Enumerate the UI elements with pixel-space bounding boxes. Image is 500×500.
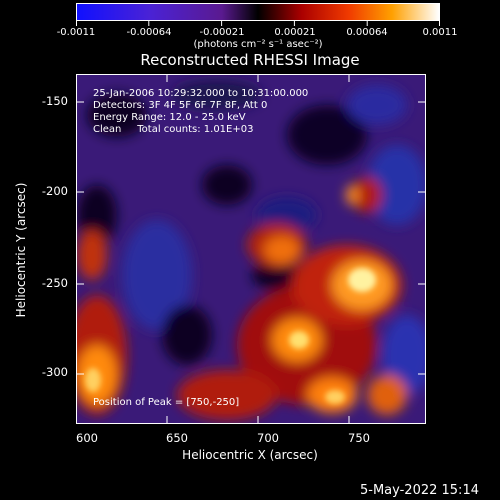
colorbar-unit: (photons cm⁻² s⁻¹ asec⁻²) [193,39,323,50]
overlay-time-range: 25-Jan-2006 10:29:32.000 to 10:31:00.000 [93,88,309,99]
y-tick-label: -300 [41,365,68,379]
overlay-energy-range: Energy Range: 12.0 - 25.0 keV [93,112,246,123]
x-tick-label: 600 [76,431,98,445]
heatmap-image [77,75,425,423]
overlay-clean-counts: Clean Total counts: 1.01E+03 [93,124,254,135]
image-title: Reconstructed RHESSI Image [140,51,360,69]
colorbar-label-4: 0.00064 [346,27,388,38]
axis-ticks [76,74,426,424]
y-tick-label: -150 [41,94,68,108]
overlay-peak-position: Position of Peak = [750,-250] [93,397,240,408]
y-axis-label: Heliocentric Y (arcsec) [14,182,28,318]
x-tick-label: 650 [166,431,188,445]
colorbar-ticks [76,21,440,26]
overlay-detectors: Detectors: 3F 4F 5F 6F 7F 8F, Att 0 [93,100,268,111]
y-tick-label: -250 [41,276,68,290]
colorbar-label-0: -0.0011 [56,27,96,38]
x-tick-label: 700 [257,431,279,445]
colorbar-label-5: 0.0011 [422,27,458,38]
colorbar-label-2: -0.00021 [199,27,245,38]
colorbar-label-1: -0.00064 [126,27,172,38]
x-axis-label: Heliocentric X (arcsec) [182,448,318,462]
image-plot[interactable]: 25-Jan-2006 10:29:32.000 to 10:31:00.000… [76,74,426,424]
footer-date: 5-May-2022 15:14 [360,483,479,498]
colorbar [76,3,440,21]
y-tick-label: -200 [41,184,68,198]
colorbar-label-3: 0.00021 [274,27,316,38]
x-tick-label: 750 [348,431,370,445]
